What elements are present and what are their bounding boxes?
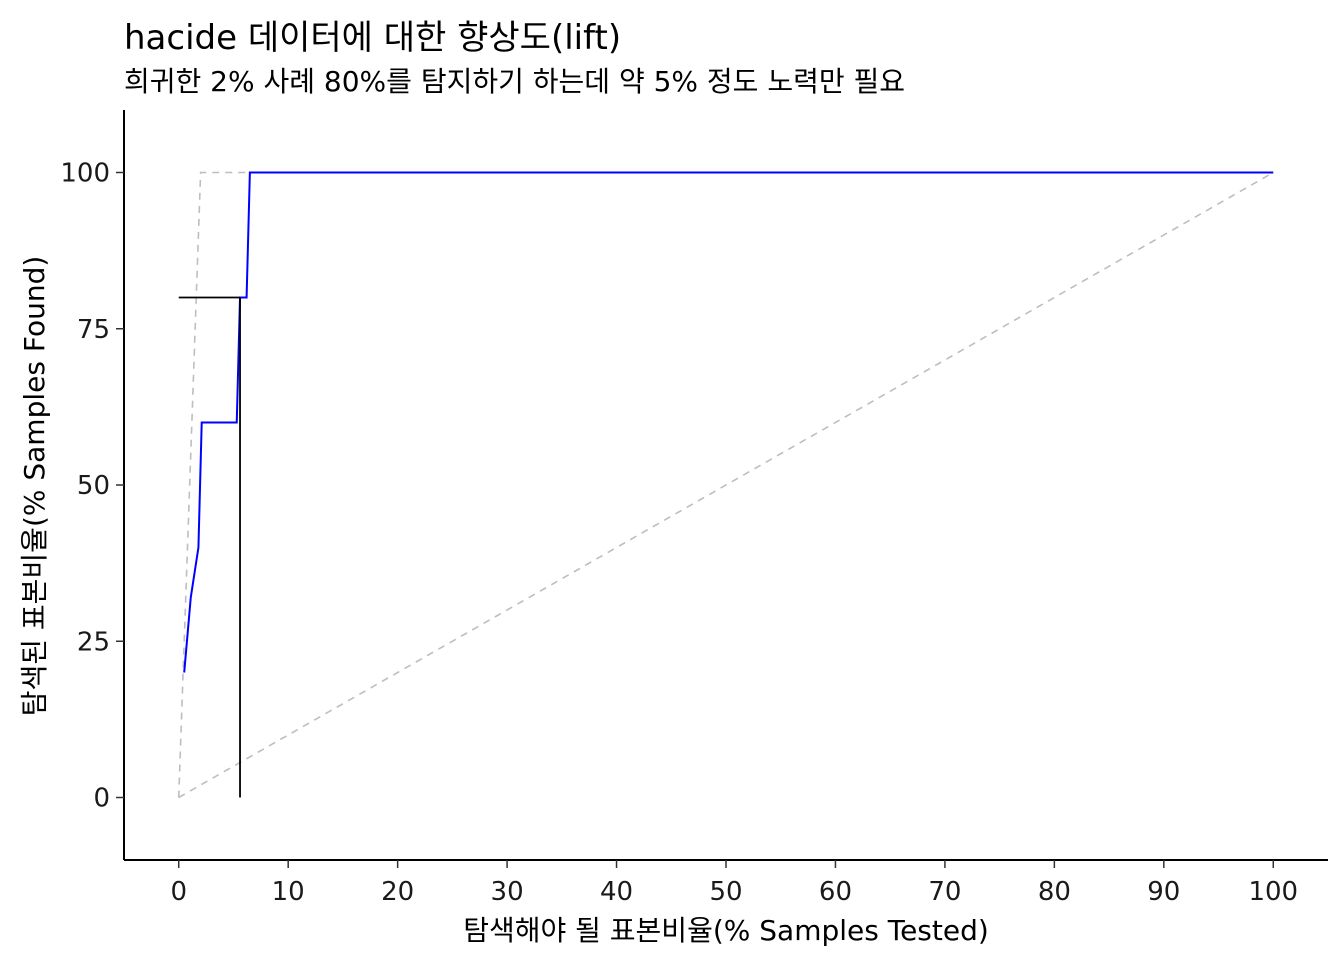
x-tick-label: 60 [819, 877, 852, 907]
reference-dashed-line [178, 171, 1274, 799]
x-axis-title: 탐색해야 될 표본비율(% Samples Tested) [463, 914, 989, 947]
x-tick-label: 30 [491, 877, 524, 907]
y-tick-label: 75 [77, 315, 110, 345]
chart-subtitle: 희귀한 2% 사례 80%를 탐지하기 하는데 약 5% 정도 노력만 필요 [124, 65, 906, 98]
series-layer [177, 171, 1274, 799]
x-tick-label: 20 [381, 877, 414, 907]
x-tick-label: 10 [272, 877, 305, 907]
reference-lines [178, 296, 241, 798]
x-tick-label: 70 [928, 877, 961, 907]
y-tick-label: 50 [77, 471, 110, 501]
x-tick-label: 80 [1038, 877, 1071, 907]
y-tick-label: 100 [60, 159, 110, 189]
axes: 0 10 20 30 40 50 60 70 80 90 100 0 25 50 75 100 [60, 110, 1328, 907]
y-tick-label: 25 [77, 627, 110, 657]
x-tick-label: 50 [709, 877, 742, 907]
y-axis-title: 탐색된 표본비율(% Samples Found) [18, 256, 51, 717]
x-tick-label: 100 [1248, 877, 1298, 907]
y-tick-label: 0 [93, 784, 110, 814]
x-tick-label: 90 [1147, 877, 1180, 907]
x-tick-label: 0 [170, 877, 187, 907]
x-tick-label: 40 [600, 877, 633, 907]
chart-title: hacide 데이터에 대한 향상도(lift) [124, 18, 622, 58]
lift-curve-line [183, 171, 1274, 673]
